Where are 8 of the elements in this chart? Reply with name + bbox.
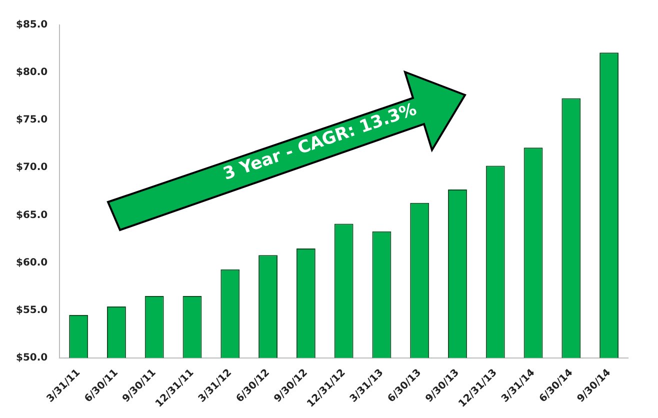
y-tick-label: $65.0 [16, 210, 48, 221]
y-tick-label: $85.0 [16, 20, 48, 31]
y-tick-label: $80.0 [16, 67, 48, 78]
y-tick-label: $55.0 [16, 304, 48, 316]
y-tick-label: $60.0 [16, 257, 48, 268]
y-tick-label: $70.0 [16, 162, 48, 174]
y-tick-label: $50.0 [16, 352, 48, 364]
y-tick-label: $75.0 [16, 114, 48, 126]
